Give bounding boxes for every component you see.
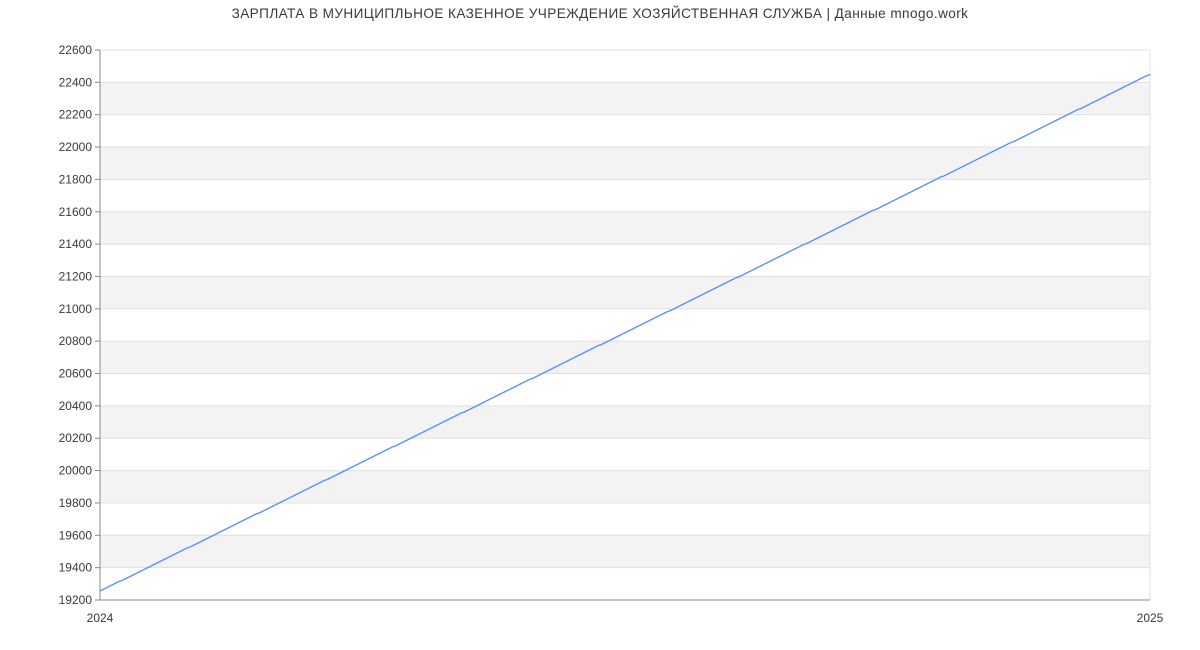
svg-text:21400: 21400 (59, 237, 93, 251)
svg-text:19600: 19600 (59, 528, 93, 542)
svg-text:19200: 19200 (59, 593, 93, 607)
svg-text:20600: 20600 (59, 367, 93, 381)
svg-text:22600: 22600 (59, 43, 93, 57)
svg-text:21800: 21800 (59, 172, 93, 186)
svg-text:2025: 2025 (1137, 611, 1164, 625)
svg-text:21000: 21000 (59, 302, 93, 316)
svg-text:22200: 22200 (59, 108, 93, 122)
svg-text:21600: 21600 (59, 205, 93, 219)
svg-text:2024: 2024 (87, 611, 114, 625)
svg-text:22400: 22400 (59, 75, 93, 89)
svg-text:19800: 19800 (59, 496, 93, 510)
svg-text:20400: 20400 (59, 399, 93, 413)
svg-text:19400: 19400 (59, 561, 93, 575)
svg-text:21200: 21200 (59, 269, 93, 283)
svg-text:22000: 22000 (59, 140, 93, 154)
svg-text:20000: 20000 (59, 464, 93, 478)
svg-text:20800: 20800 (59, 334, 93, 348)
svg-text:20200: 20200 (59, 431, 93, 445)
